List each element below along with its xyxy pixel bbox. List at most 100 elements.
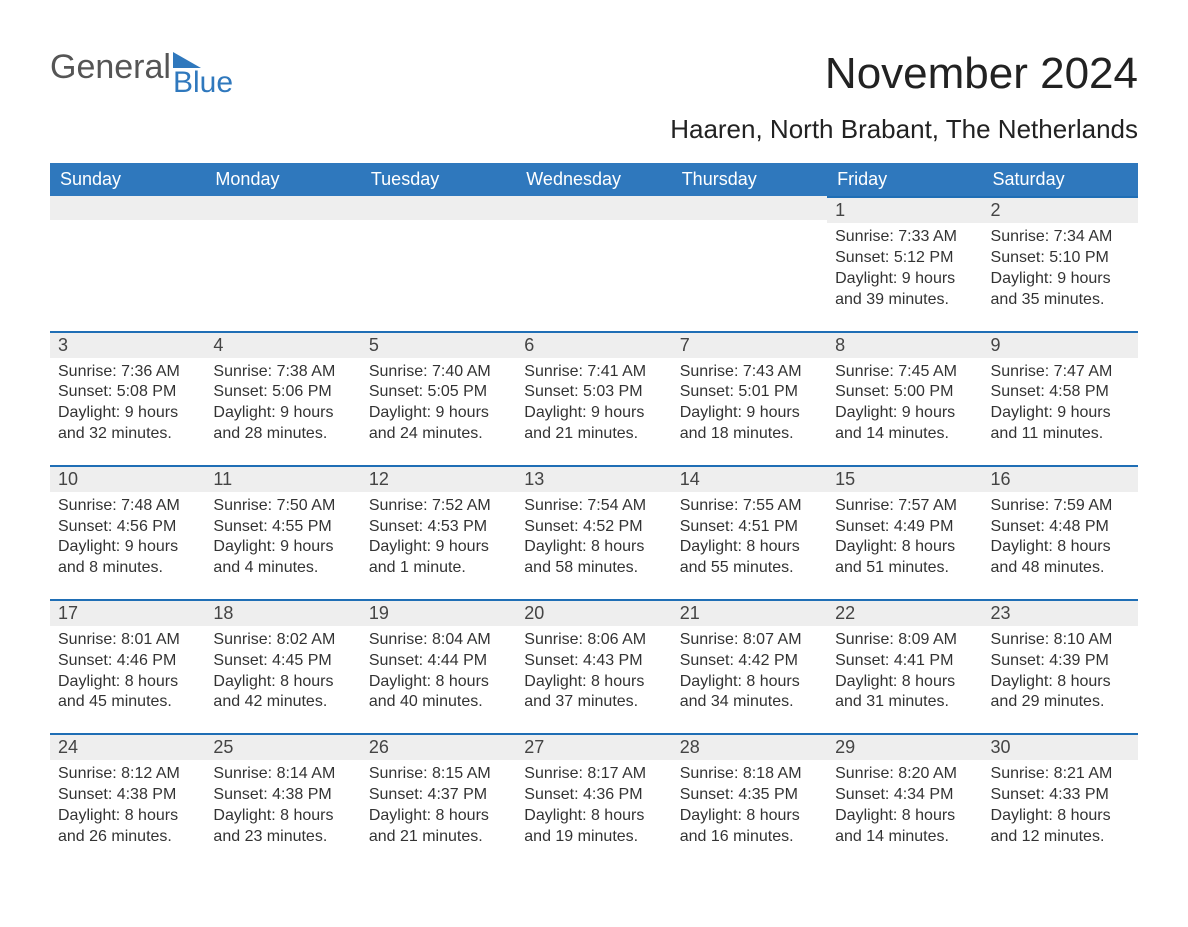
calendar-day-cell: 24Sunrise: 8:12 AMSunset: 4:38 PMDayligh… [50, 733, 205, 867]
sunset-line: Sunset: 4:41 PM [835, 651, 974, 672]
day-number: 13 [516, 465, 671, 492]
calendar-day-cell: 16Sunrise: 7:59 AMSunset: 4:48 PMDayligh… [983, 465, 1138, 599]
calendar-day-cell: 25Sunrise: 8:14 AMSunset: 4:38 PMDayligh… [205, 733, 360, 867]
weekday-header: Wednesday [516, 163, 671, 196]
sunrise-line: Sunrise: 8:09 AM [835, 630, 974, 651]
calendar-day-cell: 4Sunrise: 7:38 AMSunset: 5:06 PMDaylight… [205, 331, 360, 465]
day-body: Sunrise: 8:02 AMSunset: 4:45 PMDaylight:… [205, 626, 360, 733]
sunset-line: Sunset: 4:33 PM [991, 785, 1130, 806]
empty-day [361, 196, 516, 220]
day-body: Sunrise: 8:04 AMSunset: 4:44 PMDaylight:… [361, 626, 516, 733]
day-body: Sunrise: 8:09 AMSunset: 4:41 PMDaylight:… [827, 626, 982, 733]
sunrise-line: Sunrise: 7:55 AM [680, 496, 819, 517]
calendar-day-cell: 3Sunrise: 7:36 AMSunset: 5:08 PMDaylight… [50, 331, 205, 465]
daylight-line: Daylight: 8 hours and 37 minutes. [524, 672, 663, 714]
daylight-line: Daylight: 8 hours and 45 minutes. [58, 672, 197, 714]
day-number: 26 [361, 733, 516, 760]
day-body: Sunrise: 8:15 AMSunset: 4:37 PMDaylight:… [361, 760, 516, 867]
sunset-line: Sunset: 4:52 PM [524, 517, 663, 538]
sunset-line: Sunset: 5:06 PM [213, 382, 352, 403]
day-body: Sunrise: 8:07 AMSunset: 4:42 PMDaylight:… [672, 626, 827, 733]
calendar-day-cell: 14Sunrise: 7:55 AMSunset: 4:51 PMDayligh… [672, 465, 827, 599]
calendar-empty-cell [361, 196, 516, 330]
day-number: 3 [50, 331, 205, 358]
sunrise-line: Sunrise: 7:59 AM [991, 496, 1130, 517]
sunrise-line: Sunrise: 7:57 AM [835, 496, 974, 517]
day-number: 24 [50, 733, 205, 760]
sunrise-line: Sunrise: 7:33 AM [835, 227, 974, 248]
day-number: 19 [361, 599, 516, 626]
daylight-line: Daylight: 9 hours and 14 minutes. [835, 403, 974, 445]
day-number: 12 [361, 465, 516, 492]
day-number: 25 [205, 733, 360, 760]
calendar-day-cell: 17Sunrise: 8:01 AMSunset: 4:46 PMDayligh… [50, 599, 205, 733]
sunrise-line: Sunrise: 8:07 AM [680, 630, 819, 651]
daylight-line: Daylight: 8 hours and 26 minutes. [58, 806, 197, 848]
sunset-line: Sunset: 4:36 PM [524, 785, 663, 806]
sunset-line: Sunset: 4:38 PM [213, 785, 352, 806]
sunset-line: Sunset: 4:45 PM [213, 651, 352, 672]
daylight-line: Daylight: 9 hours and 1 minute. [369, 537, 508, 579]
sunset-line: Sunset: 4:51 PM [680, 517, 819, 538]
sunrise-line: Sunrise: 7:52 AM [369, 496, 508, 517]
daylight-line: Daylight: 8 hours and 12 minutes. [991, 806, 1130, 848]
sunset-line: Sunset: 4:46 PM [58, 651, 197, 672]
calendar-page: General Blue November 2024 Haaren, North… [0, 0, 1188, 927]
logo-right: Blue [173, 50, 233, 98]
calendar-day-cell: 28Sunrise: 8:18 AMSunset: 4:35 PMDayligh… [672, 733, 827, 867]
weekday-header: Thursday [672, 163, 827, 196]
daylight-line: Daylight: 8 hours and 55 minutes. [680, 537, 819, 579]
empty-day [205, 196, 360, 220]
day-number: 29 [827, 733, 982, 760]
calendar-day-cell: 5Sunrise: 7:40 AMSunset: 5:05 PMDaylight… [361, 331, 516, 465]
calendar-day-cell: 2Sunrise: 7:34 AMSunset: 5:10 PMDaylight… [983, 196, 1138, 330]
sunset-line: Sunset: 4:53 PM [369, 517, 508, 538]
day-body: Sunrise: 8:21 AMSunset: 4:33 PMDaylight:… [983, 760, 1138, 867]
calendar-day-cell: 10Sunrise: 7:48 AMSunset: 4:56 PMDayligh… [50, 465, 205, 599]
sunrise-line: Sunrise: 8:21 AM [991, 764, 1130, 785]
calendar-empty-cell [672, 196, 827, 330]
logo-word-blue: Blue [173, 68, 233, 98]
header-bar: General Blue November 2024 Haaren, North… [50, 50, 1138, 145]
day-body: Sunrise: 7:33 AMSunset: 5:12 PMDaylight:… [827, 223, 982, 330]
calendar-day-cell: 15Sunrise: 7:57 AMSunset: 4:49 PMDayligh… [827, 465, 982, 599]
sunset-line: Sunset: 4:37 PM [369, 785, 508, 806]
sunrise-line: Sunrise: 8:02 AM [213, 630, 352, 651]
sunset-line: Sunset: 4:58 PM [991, 382, 1130, 403]
calendar-day-cell: 19Sunrise: 8:04 AMSunset: 4:44 PMDayligh… [361, 599, 516, 733]
day-body: Sunrise: 7:40 AMSunset: 5:05 PMDaylight:… [361, 358, 516, 465]
calendar-day-cell: 1Sunrise: 7:33 AMSunset: 5:12 PMDaylight… [827, 196, 982, 330]
day-number: 23 [983, 599, 1138, 626]
day-body: Sunrise: 7:34 AMSunset: 5:10 PMDaylight:… [983, 223, 1138, 330]
location-subtitle: Haaren, North Brabant, The Netherlands [670, 114, 1138, 145]
empty-day-body [516, 220, 671, 316]
daylight-line: Daylight: 9 hours and 11 minutes. [991, 403, 1130, 445]
day-number: 7 [672, 331, 827, 358]
sunrise-line: Sunrise: 7:54 AM [524, 496, 663, 517]
day-body: Sunrise: 7:52 AMSunset: 4:53 PMDaylight:… [361, 492, 516, 599]
day-body: Sunrise: 7:38 AMSunset: 5:06 PMDaylight:… [205, 358, 360, 465]
calendar-day-cell: 29Sunrise: 8:20 AMSunset: 4:34 PMDayligh… [827, 733, 982, 867]
day-number: 5 [361, 331, 516, 358]
calendar-week-row: 1Sunrise: 7:33 AMSunset: 5:12 PMDaylight… [50, 196, 1138, 330]
calendar-empty-cell [50, 196, 205, 330]
title-block: November 2024 Haaren, North Brabant, The… [670, 50, 1138, 145]
sunrise-line: Sunrise: 7:41 AM [524, 362, 663, 383]
daylight-line: Daylight: 8 hours and 42 minutes. [213, 672, 352, 714]
sunrise-line: Sunrise: 7:43 AM [680, 362, 819, 383]
weekday-header: Saturday [983, 163, 1138, 196]
day-body: Sunrise: 8:12 AMSunset: 4:38 PMDaylight:… [50, 760, 205, 867]
weekday-header: Sunday [50, 163, 205, 196]
day-body: Sunrise: 8:20 AMSunset: 4:34 PMDaylight:… [827, 760, 982, 867]
daylight-line: Daylight: 8 hours and 48 minutes. [991, 537, 1130, 579]
day-number: 9 [983, 331, 1138, 358]
daylight-line: Daylight: 8 hours and 16 minutes. [680, 806, 819, 848]
logo-word-general: General [50, 50, 171, 84]
sunset-line: Sunset: 4:43 PM [524, 651, 663, 672]
sunset-line: Sunset: 5:01 PM [680, 382, 819, 403]
sunrise-line: Sunrise: 7:45 AM [835, 362, 974, 383]
day-body: Sunrise: 8:18 AMSunset: 4:35 PMDaylight:… [672, 760, 827, 867]
calendar-empty-cell [516, 196, 671, 330]
day-body: Sunrise: 7:59 AMSunset: 4:48 PMDaylight:… [983, 492, 1138, 599]
day-body: Sunrise: 7:47 AMSunset: 4:58 PMDaylight:… [983, 358, 1138, 465]
